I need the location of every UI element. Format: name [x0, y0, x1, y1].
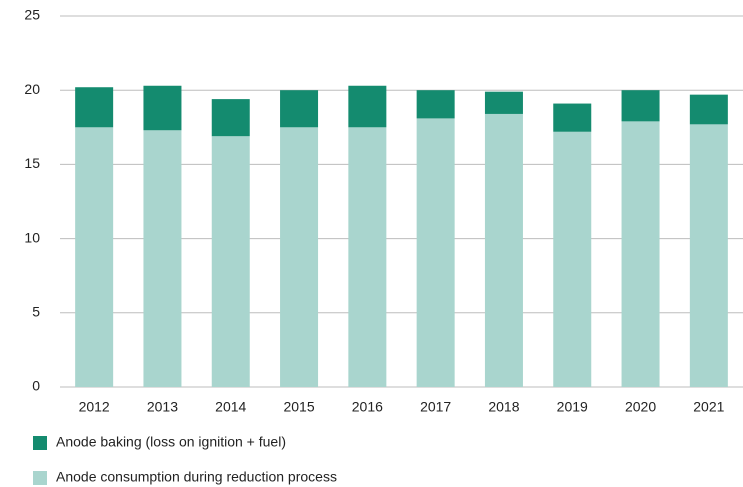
bar-segment [689, 94, 728, 125]
bar-segment [211, 136, 250, 387]
x-tick-label: 2018 [488, 399, 519, 415]
y-tick-label: 0 [32, 378, 40, 394]
x-tick-label: 2014 [215, 399, 246, 415]
x-tick-label: 2021 [693, 399, 724, 415]
y-tick-label: 20 [24, 81, 40, 97]
bar-segment [348, 85, 387, 128]
bar-segment [621, 121, 660, 387]
legend-label: Anode baking (loss on ignition + fuel) [56, 434, 286, 450]
bar-segment [75, 87, 114, 128]
legend-swatch [33, 436, 47, 450]
y-tick-label: 10 [24, 229, 40, 245]
bar-segment [280, 90, 319, 128]
x-tick-label: 2016 [352, 399, 383, 415]
bar-segment [280, 127, 319, 388]
bar-segment [484, 91, 523, 114]
bar-segment [621, 90, 660, 122]
x-tick-label: 2015 [283, 399, 314, 415]
y-tick-label: 5 [32, 304, 40, 320]
bar-segment [689, 124, 728, 387]
bar-segment [348, 127, 387, 388]
x-tick-label: 2013 [147, 399, 178, 415]
x-tick-label: 2017 [420, 399, 451, 415]
bar-segment [143, 85, 182, 131]
bar-segment [553, 131, 592, 387]
bar-segment [484, 113, 523, 387]
y-tick-label: 25 [24, 7, 40, 23]
bar-segment [75, 127, 114, 388]
bar-segment [143, 130, 182, 387]
bar-segment [553, 103, 592, 132]
bar-segment [416, 90, 455, 119]
bar-segment [416, 118, 455, 387]
y-tick-label: 15 [24, 155, 40, 171]
legend-label: Anode consumption during reduction proce… [56, 469, 337, 485]
x-tick-label: 2020 [625, 399, 656, 415]
x-tick-label: 2019 [557, 399, 588, 415]
legend-swatch [33, 471, 47, 485]
bar-segment [211, 99, 250, 137]
x-tick-label: 2012 [79, 399, 110, 415]
